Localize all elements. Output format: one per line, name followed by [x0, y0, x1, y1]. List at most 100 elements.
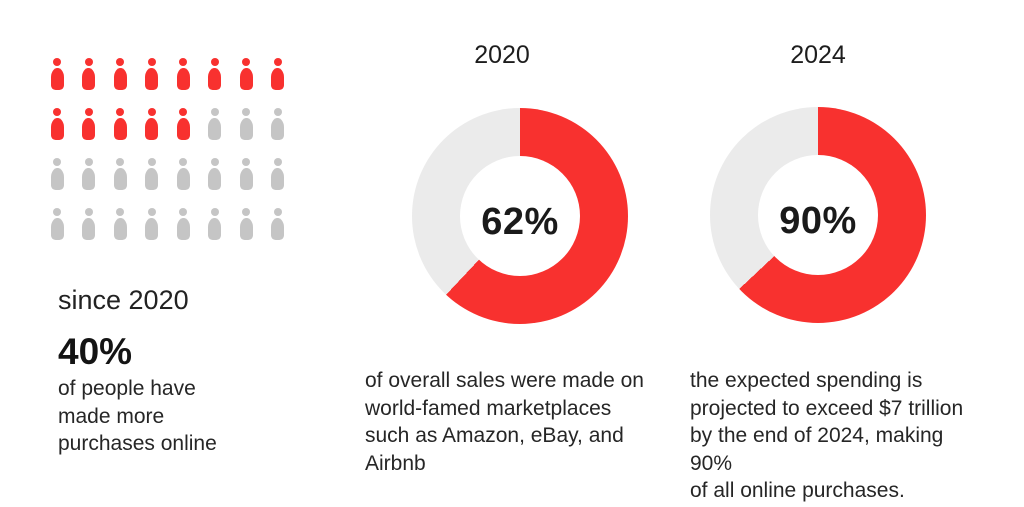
person-torso: [271, 118, 284, 140]
person-torso: [239, 218, 253, 240]
person-torso: [271, 218, 284, 240]
person-icon-empty: [113, 208, 127, 240]
person-head: [116, 108, 124, 116]
person-icon-empty: [208, 108, 222, 140]
person-torso: [50, 168, 64, 190]
person-head: [84, 108, 93, 116]
person-icon-filled: [145, 108, 159, 140]
person-torso: [113, 118, 127, 140]
person-torso: [176, 218, 190, 240]
person-icon-filled: [50, 108, 64, 140]
person-torso: [176, 118, 190, 140]
person-torso: [145, 168, 158, 190]
person-head: [179, 108, 187, 116]
pictogram-grid: [50, 58, 285, 240]
person-icon-empty: [239, 208, 253, 240]
person-icon-empty: [208, 158, 222, 190]
pictogram-stat-value: 40%: [58, 331, 133, 372]
chart-description-2024: the expected spending is projected to ex…: [690, 369, 964, 502]
person-torso: [82, 68, 95, 90]
person-head: [242, 208, 250, 216]
person-head: [210, 58, 219, 66]
person-head: [273, 108, 282, 116]
donut-center-label-2024: 90%: [779, 199, 857, 242]
donut-center-label-2020: 62%: [481, 200, 559, 243]
person-torso: [82, 218, 95, 240]
person-head: [147, 108, 156, 116]
person-head: [147, 58, 156, 66]
person-torso: [82, 118, 95, 140]
person-icon-filled: [113, 58, 127, 90]
person-head: [53, 208, 61, 216]
person-head: [84, 208, 93, 216]
pictogram-description: of people have made more purchases onlin…: [58, 377, 217, 455]
person-head: [84, 58, 93, 66]
person-torso: [50, 218, 64, 240]
person-icon-empty: [176, 158, 190, 190]
person-head: [179, 158, 187, 166]
person-torso: [208, 118, 221, 140]
person-icon-filled: [208, 58, 222, 90]
person-torso: [208, 168, 221, 190]
person-head: [53, 158, 61, 166]
person-icon-empty: [271, 108, 285, 140]
person-icon-filled: [145, 58, 159, 90]
person-torso: [82, 168, 95, 190]
person-icon-empty: [208, 208, 222, 240]
person-torso: [145, 218, 158, 240]
person-torso: [176, 68, 190, 90]
donut-chart-2024: 90%: [710, 107, 926, 323]
person-icon-empty: [271, 208, 285, 240]
person-torso: [208, 218, 221, 240]
person-head: [242, 108, 250, 116]
person-torso: [113, 68, 127, 90]
person-icon-empty: [50, 158, 64, 190]
person-icon-filled: [176, 58, 190, 90]
person-head: [210, 158, 219, 166]
person-head: [116, 158, 124, 166]
person-torso: [145, 68, 158, 90]
person-icon-empty: [176, 208, 190, 240]
person-icon-empty: [239, 108, 253, 140]
person-torso: [239, 118, 253, 140]
person-head: [210, 108, 219, 116]
person-icon-empty: [113, 158, 127, 190]
person-icon-filled: [271, 58, 285, 90]
person-torso: [145, 118, 158, 140]
chart-description-2020: of overall sales were made on world-fame…: [365, 369, 644, 475]
person-head: [147, 208, 156, 216]
person-head: [53, 58, 61, 66]
person-torso: [239, 68, 253, 90]
person-torso: [176, 168, 190, 190]
person-torso: [50, 68, 64, 90]
chart-title-2024: 2024: [790, 41, 846, 69]
donut-hole: [758, 155, 878, 275]
donut-chart-2020: 62%: [412, 108, 628, 324]
person-icon-filled: [176, 108, 190, 140]
person-icon-filled: [82, 58, 96, 90]
person-icon-filled: [113, 108, 127, 140]
person-torso: [271, 68, 284, 90]
person-icon-empty: [145, 208, 159, 240]
person-head: [116, 58, 124, 66]
person-icon-empty: [82, 158, 96, 190]
person-torso: [208, 68, 221, 90]
person-icon-empty: [50, 208, 64, 240]
person-icon-filled: [50, 58, 64, 90]
person-icon-empty: [82, 208, 96, 240]
pictogram-caption: since 2020: [58, 285, 189, 315]
chart-title-2020: 2020: [474, 41, 530, 69]
person-head: [53, 108, 61, 116]
person-icon-filled: [239, 58, 253, 90]
person-head: [273, 208, 282, 216]
person-torso: [271, 168, 284, 190]
person-head: [147, 158, 156, 166]
person-head: [242, 58, 250, 66]
person-head: [116, 208, 124, 216]
person-head: [179, 208, 187, 216]
person-head: [84, 158, 93, 166]
person-head: [273, 58, 282, 66]
person-head: [210, 208, 219, 216]
person-torso: [50, 118, 64, 140]
